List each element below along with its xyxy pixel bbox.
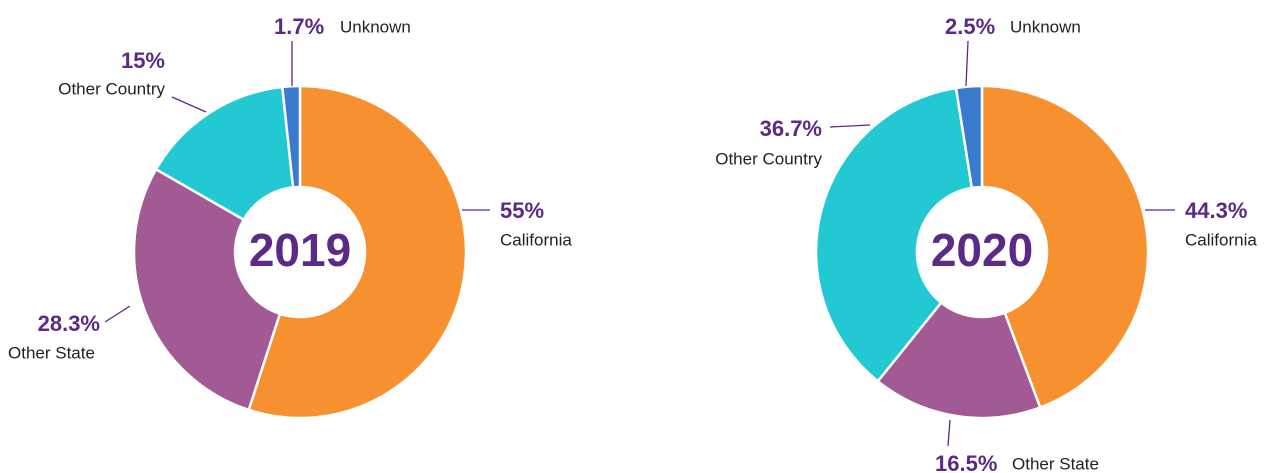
category-label: Other Country (715, 149, 822, 168)
leader-line (171, 96, 207, 113)
category-label: Other State (1012, 454, 1099, 473)
value-label: 16.5% (935, 451, 997, 473)
category-label: Other Country (58, 79, 165, 98)
leader-line (829, 124, 871, 128)
leader-line (965, 40, 969, 87)
category-label: California (500, 230, 572, 249)
value-label: 28.3% (38, 311, 100, 336)
value-label: 36.7% (760, 116, 822, 141)
leader-line (104, 305, 131, 323)
value-label: 15% (121, 48, 165, 73)
category-label: California (1185, 230, 1257, 249)
center-title: 2019 (249, 224, 351, 276)
value-label: 1.7% (274, 14, 324, 39)
donut-slice (954, 84, 984, 190)
value-label: 2.5% (945, 14, 995, 39)
leader-line (947, 419, 951, 447)
value-label: 55% (500, 198, 544, 223)
donut-slice (154, 85, 295, 222)
category-label: Unknown (1010, 17, 1081, 36)
donut-slice (132, 167, 282, 412)
center-title: 2020 (931, 224, 1033, 276)
donut-slice (280, 84, 302, 189)
donut-slice (980, 84, 1150, 410)
category-label: Unknown (340, 17, 411, 36)
value-label: 44.3% (1185, 198, 1247, 223)
donut-slice (247, 84, 468, 420)
donut-slice (814, 86, 974, 383)
category-label: Other State (8, 343, 95, 362)
